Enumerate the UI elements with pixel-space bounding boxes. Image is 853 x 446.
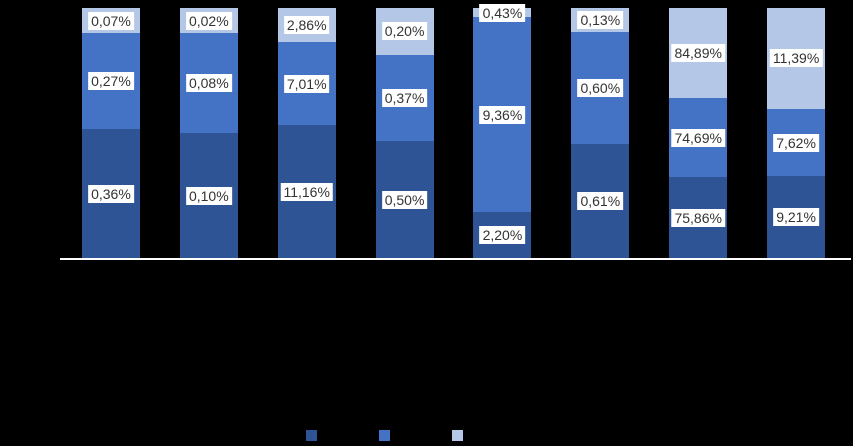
bar-5-segment-1: 2,20% bbox=[473, 212, 532, 258]
data-label: 11,16% bbox=[280, 182, 333, 201]
data-label: 0,61% bbox=[577, 192, 624, 211]
bar-5-segment-2: 9,36% bbox=[473, 16, 532, 213]
bar-3-segment-3: 2,86% bbox=[277, 8, 336, 43]
data-label: 84,89% bbox=[671, 44, 725, 63]
bar-1-segment-2: 0,27% bbox=[81, 33, 140, 130]
bar-4-segment-1: 0,50% bbox=[375, 141, 434, 258]
data-label: 74,69% bbox=[671, 128, 725, 147]
bar-5-segment-3: 0,43% bbox=[473, 3, 532, 22]
bar-3: 11,16% 7,01% 2,86% bbox=[277, 8, 336, 258]
bar-2: 0,10% 0,08% 0,02% bbox=[179, 8, 238, 258]
bar-4-segment-2: 0,37% bbox=[375, 54, 434, 142]
bar-7: 75,86% 74,69% 84,89% bbox=[669, 8, 728, 258]
bar-6-segment-1: 0,61% bbox=[571, 144, 630, 258]
bar-4-segment-3: 0,20% bbox=[375, 8, 434, 55]
bar-7-segment-2: 74,69% bbox=[669, 98, 728, 178]
plot-area: 0,36% 0,27% 0,07% 0,10% 0,08% 0,02% 11,16% 7,01… bbox=[62, 3, 845, 258]
chart-legend bbox=[306, 430, 463, 441]
legend-swatch-2 bbox=[379, 430, 390, 441]
data-label: 2,20% bbox=[479, 226, 526, 245]
legend-swatch-1 bbox=[306, 430, 317, 441]
data-label: 0,13% bbox=[577, 11, 624, 30]
data-label: 0,50% bbox=[381, 190, 428, 209]
bar-4: 0,50% 0,37% 0,20% bbox=[375, 8, 434, 258]
bar-2-segment-2: 0,08% bbox=[179, 33, 238, 133]
bar-2-segment-1: 0,10% bbox=[179, 133, 238, 258]
bar-8-segment-3: 11,39% bbox=[767, 8, 826, 109]
data-label: 0,20% bbox=[381, 22, 428, 41]
bar-6: 0,61% 0,60% 0,13% bbox=[571, 8, 630, 258]
bar-8: 9,21% 7,62% 11,39% bbox=[767, 8, 826, 258]
bar-6-segment-2: 0,60% bbox=[571, 32, 630, 145]
bar-1-segment-3: 0,07% bbox=[81, 8, 140, 34]
data-label: 9,36% bbox=[479, 105, 526, 124]
data-label: 0,07% bbox=[88, 11, 134, 30]
data-label: 0,10% bbox=[185, 186, 232, 205]
data-label: 75,86% bbox=[671, 208, 725, 227]
bar-1: 0,36% 0,27% 0,07% bbox=[81, 8, 140, 258]
data-label: 11,39% bbox=[769, 49, 823, 68]
x-axis-baseline bbox=[60, 258, 851, 260]
data-label: 0,37% bbox=[381, 88, 428, 107]
data-label: 0,60% bbox=[577, 79, 624, 98]
bar-7-segment-3: 84,89% bbox=[669, 8, 728, 99]
bar-8-segment-2: 7,62% bbox=[767, 108, 826, 177]
data-label: 2,86% bbox=[283, 16, 330, 35]
bar-3-segment-2: 7,01% bbox=[277, 42, 336, 126]
bar-8-segment-1: 9,21% bbox=[767, 176, 826, 258]
data-label: 0,08% bbox=[185, 74, 232, 92]
bar-5: 2,20% 9,36% 0,43% bbox=[473, 3, 532, 258]
bar-1-segment-1: 0,36% bbox=[81, 129, 140, 258]
bar-6-segment-3: 0,13% bbox=[571, 8, 630, 33]
bar-2-segment-3: 0,02% bbox=[179, 8, 238, 33]
data-label: 0,02% bbox=[185, 11, 232, 30]
data-label: 0,27% bbox=[88, 72, 134, 91]
bar-7-segment-1: 75,86% bbox=[669, 177, 728, 258]
data-label: 9,21% bbox=[773, 208, 819, 227]
bar-3-segment-1: 11,16% bbox=[277, 125, 336, 258]
legend-swatch-3 bbox=[452, 430, 463, 441]
data-label: 7,01% bbox=[283, 74, 330, 93]
data-label: 0,36% bbox=[88, 184, 134, 203]
data-label: 7,62% bbox=[773, 133, 819, 152]
data-label: 0,43% bbox=[479, 3, 526, 22]
